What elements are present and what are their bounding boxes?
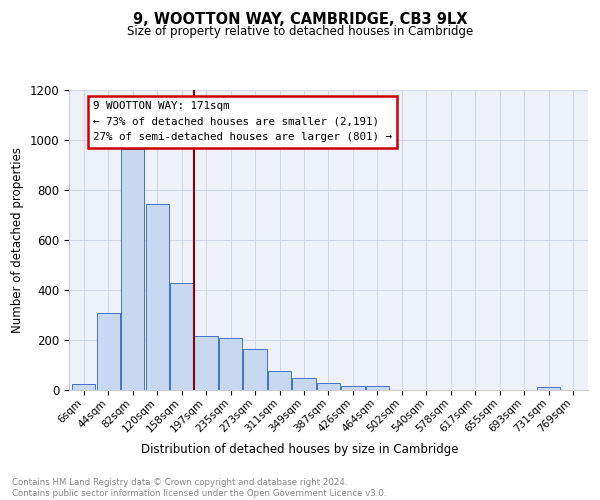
Bar <box>194 336 218 390</box>
Bar <box>537 387 560 390</box>
Text: 9 WOOTTON WAY: 171sqm
← 73% of detached houses are smaller (2,191)
27% of semi-d: 9 WOOTTON WAY: 171sqm ← 73% of detached … <box>93 101 392 142</box>
Bar <box>268 371 291 390</box>
Bar <box>317 382 340 390</box>
Bar <box>244 349 266 390</box>
Bar <box>72 384 95 390</box>
Bar <box>341 386 365 390</box>
Y-axis label: Number of detached properties: Number of detached properties <box>11 147 24 333</box>
Bar <box>170 282 193 390</box>
Bar <box>146 204 169 390</box>
Text: Size of property relative to detached houses in Cambridge: Size of property relative to detached ho… <box>127 25 473 38</box>
Bar <box>219 338 242 390</box>
Bar <box>121 149 144 390</box>
Text: 9, WOOTTON WAY, CAMBRIDGE, CB3 9LX: 9, WOOTTON WAY, CAMBRIDGE, CB3 9LX <box>133 12 467 28</box>
Bar <box>97 312 120 390</box>
Text: Contains HM Land Registry data © Crown copyright and database right 2024.
Contai: Contains HM Land Registry data © Crown c… <box>12 478 386 498</box>
Text: Distribution of detached houses by size in Cambridge: Distribution of detached houses by size … <box>141 442 459 456</box>
Bar <box>292 378 316 390</box>
Bar <box>366 386 389 390</box>
